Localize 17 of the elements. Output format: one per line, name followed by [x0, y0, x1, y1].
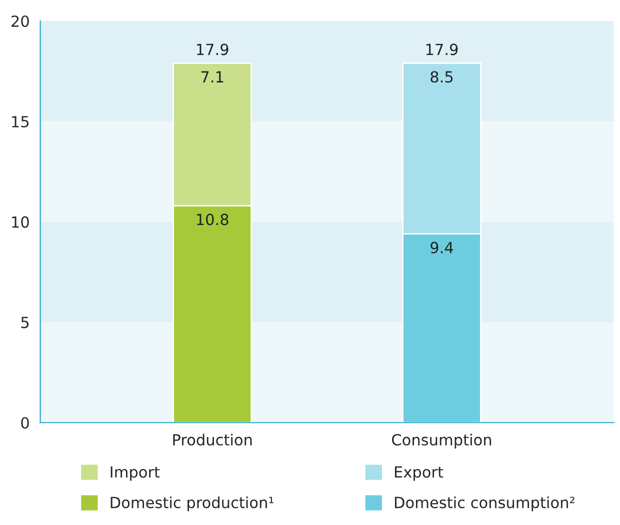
- legend-label: Domestic consumption²: [394, 496, 574, 512]
- data-label: 10.8: [197, 214, 228, 226]
- y-tick-label: 20: [12, 15, 29, 28]
- y-tick-label: 0: [21, 417, 29, 429]
- x-tick-label: Production: [173, 434, 252, 446]
- total-label: 17.9: [197, 44, 228, 56]
- y-tick-label: 10: [12, 216, 29, 228]
- legend-label: Import: [110, 466, 160, 481]
- legend-label: Domestic production¹: [110, 496, 274, 512]
- y-tick-label: 15: [12, 116, 29, 128]
- total-label: 17.9: [426, 44, 458, 56]
- data-label: 9.4: [430, 242, 454, 254]
- data-label: 8.5: [430, 71, 453, 83]
- legend-label: Export: [394, 466, 444, 481]
- data-label: 7.1: [201, 71, 224, 82]
- x-tick-label: Consumption: [392, 434, 492, 449]
- y-tick-label: 5: [21, 316, 29, 328]
